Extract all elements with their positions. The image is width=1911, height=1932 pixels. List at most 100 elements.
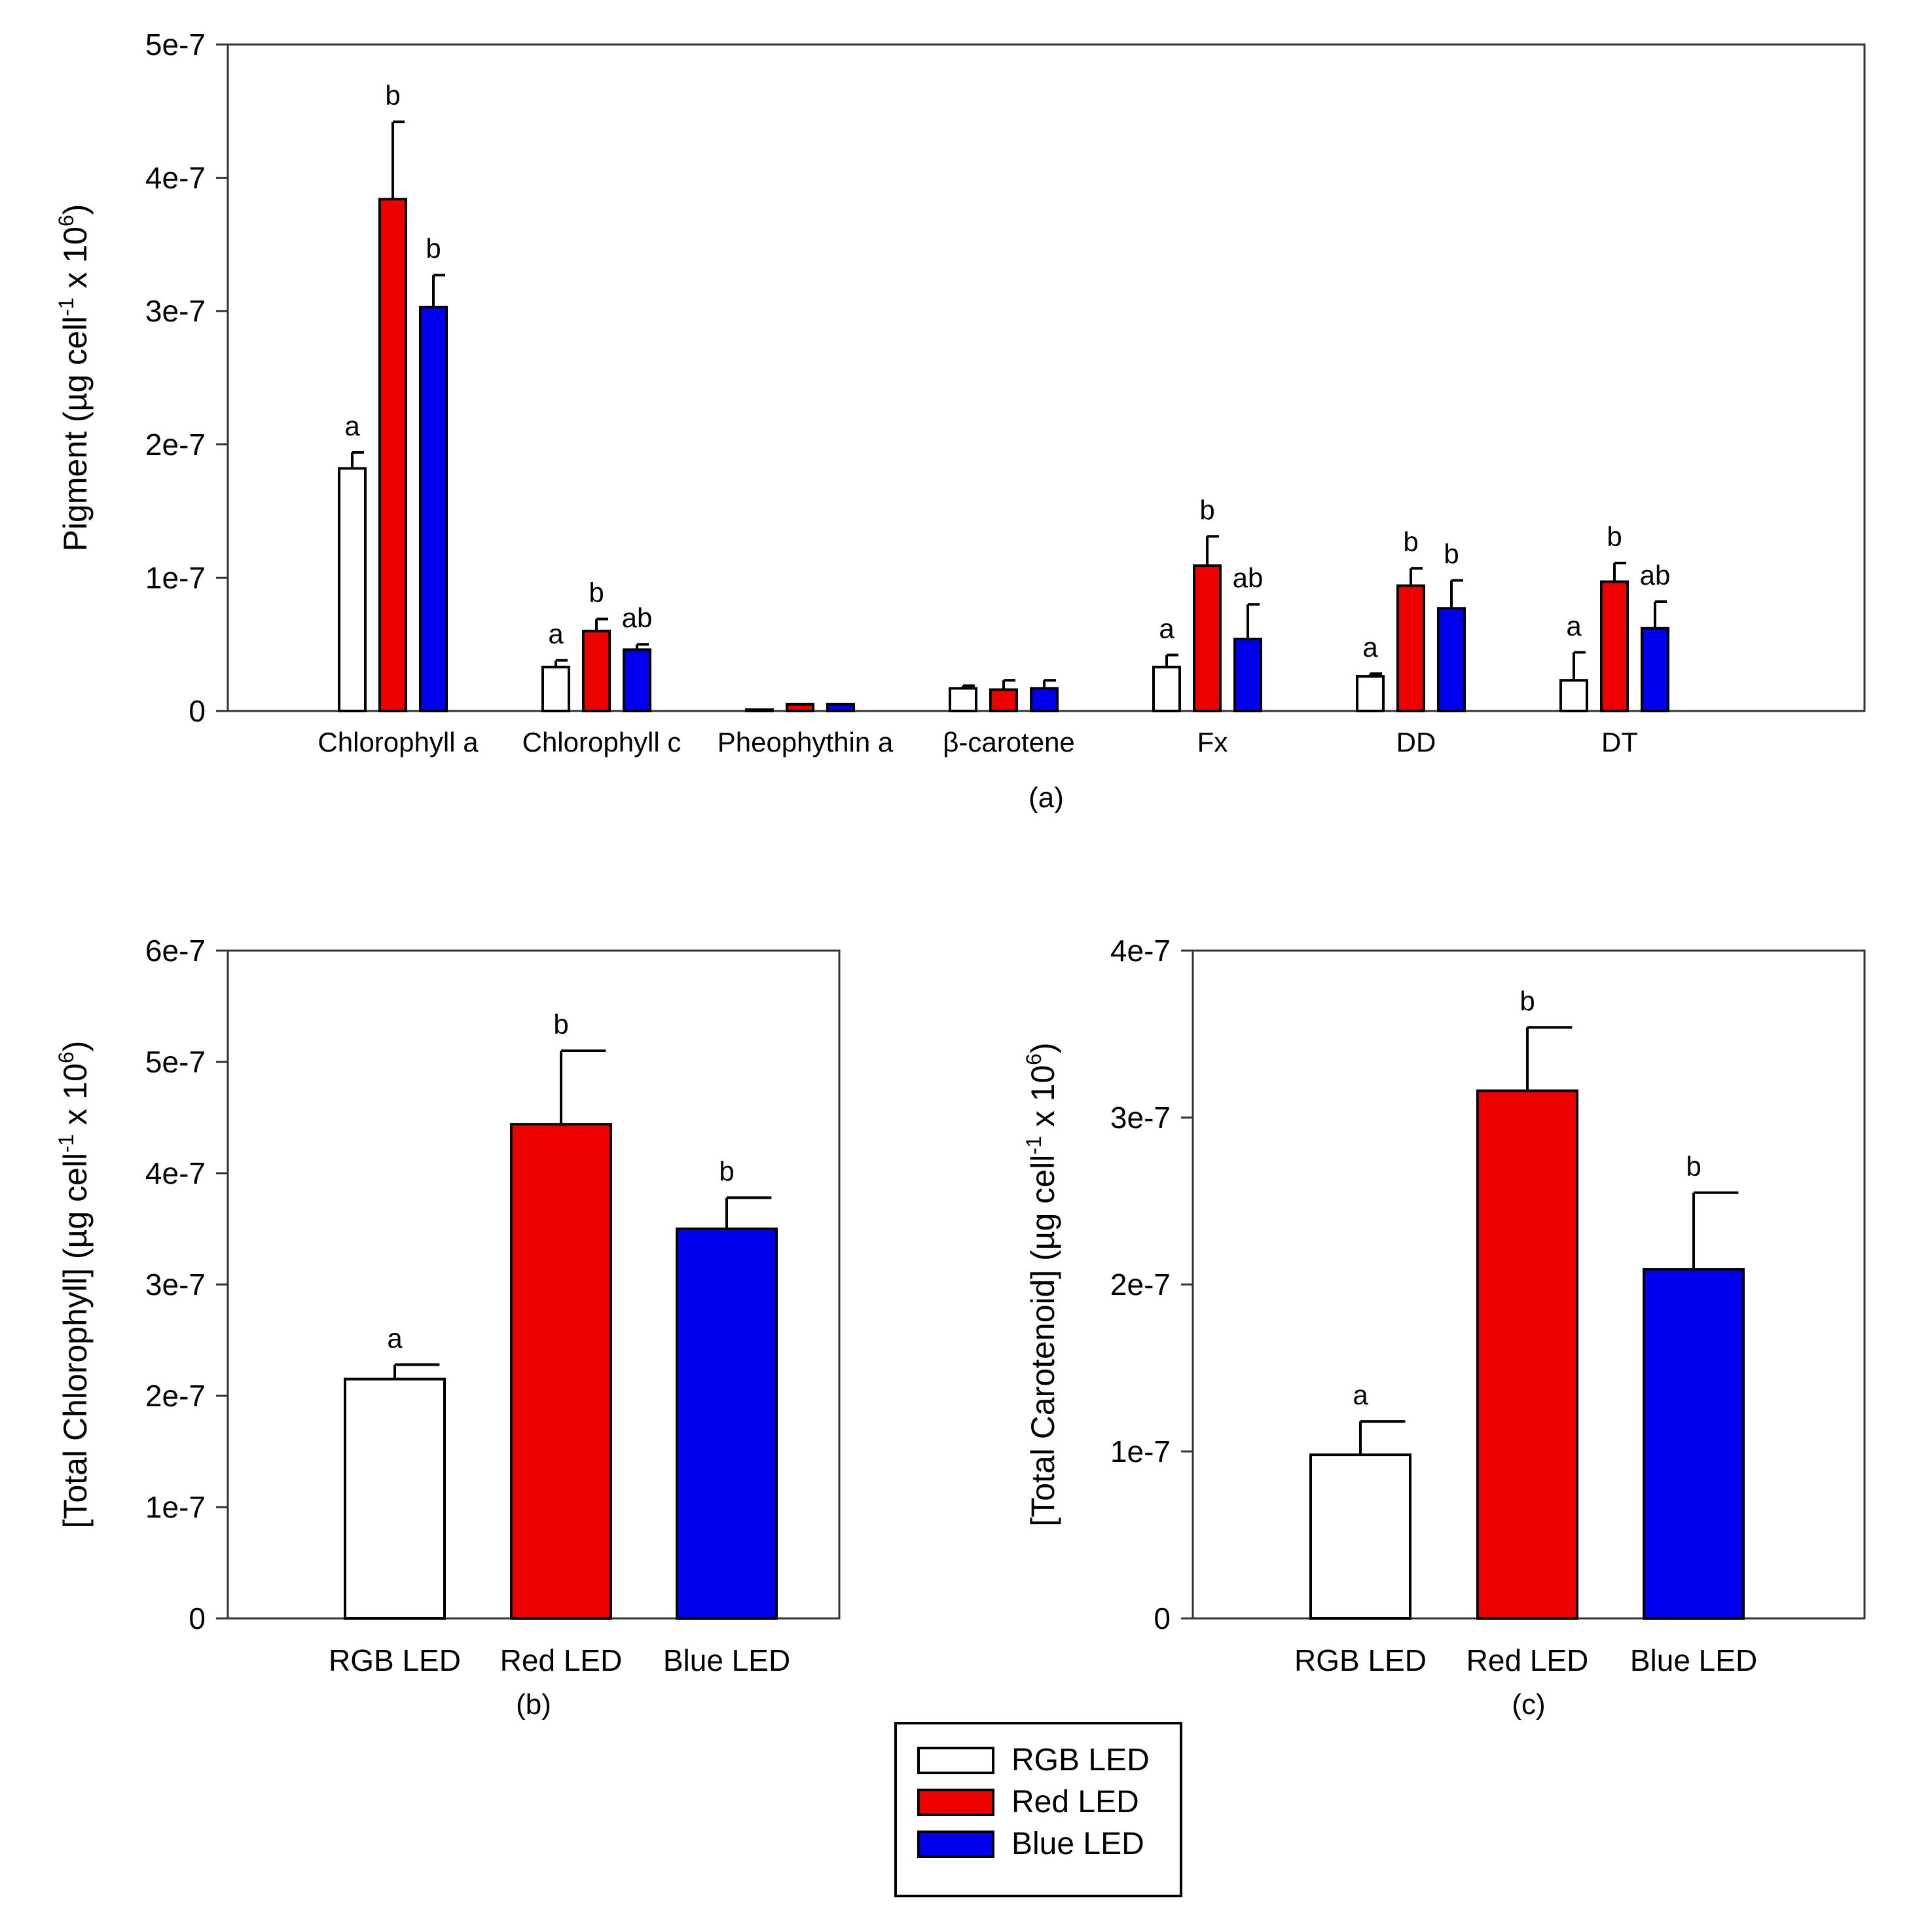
x-category-label: Red LED <box>500 1643 623 1677</box>
y-axis-title-part: Pigment (µg cell <box>57 316 94 552</box>
rgb-led-bar <box>1309 1453 1411 1620</box>
y-tick-label: 0 <box>189 694 206 728</box>
blue-led-significance-label: b <box>719 1156 734 1186</box>
y-axis-title-part: 6 <box>54 215 78 227</box>
red-led-bar <box>510 1123 612 1620</box>
blue-led-bar <box>676 1228 778 1620</box>
rgb-led-significance-label: a <box>387 1322 403 1353</box>
y-axis-title: [Total Chlorophyll] (µg cell-1 x 106) <box>54 1041 94 1529</box>
legend-label-rgb-led: RGB LED <box>1011 1743 1150 1777</box>
y-axis-title-part: ) <box>1025 1042 1061 1053</box>
blue-led-significance-label: b <box>1686 1151 1701 1182</box>
fx-red-led-bar <box>1193 564 1222 712</box>
y-tick-label: 1e-7 <box>1110 1434 1171 1468</box>
y-tick-label: 4e-7 <box>145 161 206 195</box>
dd-red-led-bar <box>1396 584 1425 713</box>
red-led-significance-label: b <box>553 1009 568 1040</box>
legend-swatch-red-led <box>917 1789 994 1816</box>
chlorophyll-a-red-led-bar <box>378 198 407 712</box>
red-led-bar <box>1476 1089 1578 1620</box>
y-axis-title-part: x 10 <box>57 227 94 297</box>
carotene-blue-led-bar <box>1030 687 1059 712</box>
panel-a-chart: 0 1e-7 2e-7 3e-7 4e-7 5e-7 Pigment (µg cell-1 … <box>54 27 1866 814</box>
pheophythin-a-rgb-led-bar <box>745 708 774 712</box>
y-axis-title-part: x 10 <box>57 1063 94 1134</box>
dt-blue-led-bar <box>1641 627 1669 713</box>
y-tick-label: 2e-7 <box>145 1379 206 1413</box>
panel-label: (a) <box>1028 782 1064 814</box>
dd-blue-led-bar <box>1437 607 1466 713</box>
blue-led-bar <box>1643 1268 1745 1620</box>
chlorophyll-a-rgb-led-bar <box>338 467 367 712</box>
rgb-led-bar <box>344 1377 446 1620</box>
legend-label-blue-led: Blue LED <box>1011 1827 1144 1861</box>
panel-label: (b) <box>516 1688 551 1721</box>
chlorophyll-c-red-led-bar <box>582 629 611 713</box>
y-axis-title: [Total Carotenoid] (µg cell-1 x 106) <box>1022 1042 1061 1526</box>
x-category-label: Blue LED <box>663 1643 790 1677</box>
y-tick-label: 2e-7 <box>1110 1267 1171 1302</box>
x-category-label: β-carotene <box>943 727 1075 757</box>
panel-b-chart: 0 1e-7 2e-7 3e-7 4e-7 5e-7 6e-7 [Total Chloroph… <box>54 934 841 1721</box>
y-tick-label: 4e-7 <box>145 1156 206 1190</box>
fx-red-led-significance-label: b <box>1199 494 1214 525</box>
y-axis-title-part: -1 <box>54 297 78 316</box>
y-tick-label: 5e-7 <box>145 1045 206 1079</box>
y-tick-label: 5e-7 <box>145 27 206 62</box>
fx-blue-led-significance-label: ab <box>1233 562 1264 593</box>
legend-swatch-blue-led <box>917 1831 994 1858</box>
legend-label-red-led: Red LED <box>1011 1785 1139 1819</box>
carotene-rgb-led-bar <box>949 687 977 712</box>
dt-rgb-led-bar <box>1559 679 1588 712</box>
legend: RGB LED Red LED Blue LED <box>894 1722 1182 1897</box>
y-tick-label: 0 <box>1154 1601 1171 1635</box>
y-tick-label: 6e-7 <box>145 934 206 968</box>
y-axis-title-part: x 10 <box>1025 1065 1061 1136</box>
x-category-label: Chlorophyll c <box>522 727 682 757</box>
chlorophyll-a-red-led-significance-label: b <box>385 80 400 111</box>
y-axis-title-part: 6 <box>54 1051 78 1063</box>
y-axis-title-part: ) <box>57 204 94 215</box>
y-axis-title-part: ) <box>57 1041 94 1052</box>
chlorophyll-a-rgb-led-significance-label: a <box>344 410 360 441</box>
chlorophyll-a-blue-led-significance-label: b <box>426 233 441 264</box>
x-category-label: Blue LED <box>1630 1643 1757 1677</box>
y-axis-title-part: 6 <box>1022 1053 1046 1065</box>
x-category-label: RGB LED <box>329 1643 461 1677</box>
carotene-red-led-bar <box>989 688 1018 712</box>
x-category-label: Pheophythin a <box>718 727 894 757</box>
pheophythin-a-blue-led-bar <box>826 702 855 712</box>
x-category-label: DT <box>1601 727 1638 757</box>
panel-c-chart: 0 1e-7 2e-7 3e-7 4e-7 [Total Carotenoid] (µg … <box>1022 934 1866 1721</box>
dt-rgb-led-significance-label: a <box>1566 610 1582 641</box>
chlorophyll-c-rgb-led-bar <box>541 665 570 713</box>
dd-blue-led-significance-label: b <box>1444 538 1459 569</box>
y-tick-label: 4e-7 <box>1110 934 1171 968</box>
y-tick-label: 1e-7 <box>145 560 206 594</box>
y-tick-label: 3e-7 <box>1110 1101 1171 1135</box>
pheophythin-a-red-led-bar <box>786 702 814 712</box>
y-axis-title-part: -1 <box>1022 1136 1046 1154</box>
y-axis-title-part: -1 <box>54 1134 78 1152</box>
y-tick-label: 3e-7 <box>145 1267 206 1302</box>
x-category-label: Chlorophyll a <box>318 727 479 757</box>
y-axis-title-part: [Total Chlorophyll] (µg cell <box>57 1153 94 1529</box>
dd-red-led-significance-label: b <box>1403 526 1418 557</box>
fx-rgb-led-significance-label: a <box>1159 613 1174 644</box>
chlorophyll-c-blue-led-significance-label: ab <box>622 602 653 633</box>
fx-blue-led-bar <box>1233 638 1262 713</box>
dt-red-led-significance-label: b <box>1607 521 1622 552</box>
x-category-label: Fx <box>1197 727 1228 757</box>
y-tick-label: 0 <box>189 1601 206 1635</box>
dt-red-led-bar <box>1600 580 1629 712</box>
legend-swatch-rgb-led <box>917 1747 994 1774</box>
dd-rgb-led-significance-label: a <box>1362 632 1378 663</box>
x-category-label: Red LED <box>1466 1643 1589 1677</box>
y-axis-title: Pigment (µg cell-1 x 106) <box>54 204 94 552</box>
red-led-significance-label: b <box>1520 985 1535 1016</box>
y-tick-label: 1e-7 <box>145 1490 206 1524</box>
chlorophyll-c-rgb-led-significance-label: a <box>548 619 564 649</box>
dt-blue-led-significance-label: ab <box>1640 560 1671 591</box>
chlorophyll-c-blue-led-bar <box>623 648 651 712</box>
rgb-led-significance-label: a <box>1353 1379 1368 1410</box>
